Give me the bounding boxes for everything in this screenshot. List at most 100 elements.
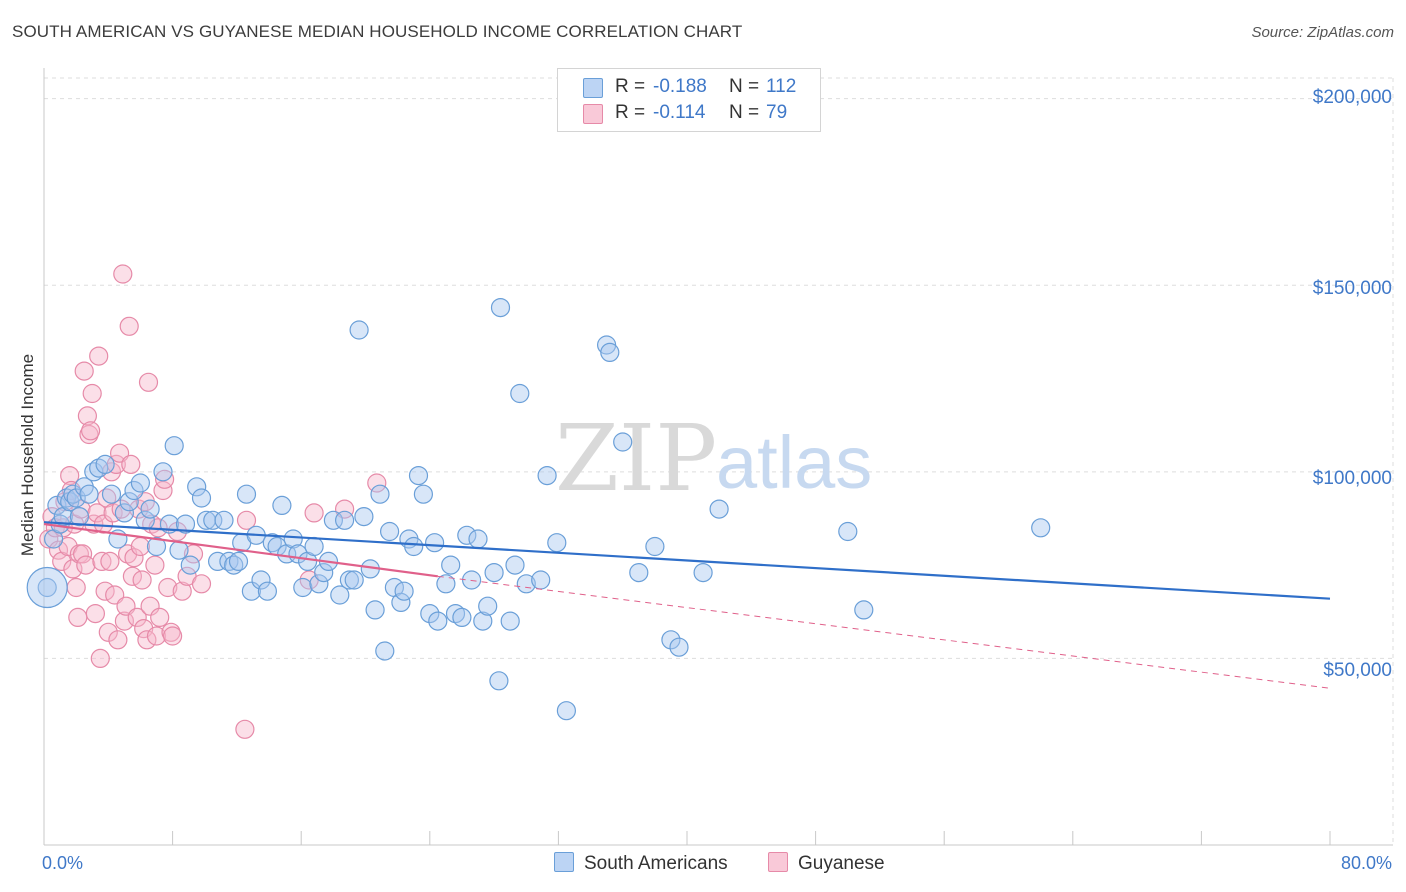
south-american-point	[47, 495, 67, 515]
guyanese-point	[119, 316, 139, 336]
south-american-point	[600, 342, 620, 362]
south-american-point	[101, 484, 122, 504]
south-american-point	[272, 495, 292, 515]
south-american-point	[208, 551, 228, 572]
legend-r-value: -0.114	[653, 102, 706, 123]
south-american-point	[180, 555, 200, 575]
south-american-point	[380, 521, 400, 542]
y-tick-150000: $150,000	[1312, 278, 1392, 299]
guyanese-point	[114, 611, 135, 631]
south-american-point	[375, 641, 395, 661]
series-legend: South Americans Guyanese	[0, 852, 1406, 876]
axis-layer	[43, 68, 1393, 846]
watermark-zip: ZIP	[555, 405, 717, 512]
south-american-point	[854, 600, 874, 620]
guyanese-point	[98, 622, 118, 642]
guyanese-point	[127, 607, 147, 628]
guyanese-point	[138, 372, 159, 392]
south-american-point	[420, 603, 440, 624]
south-american-point	[309, 574, 329, 594]
guyanese-point	[108, 630, 128, 650]
south-american-point	[365, 600, 385, 620]
south-american-point	[425, 533, 445, 553]
south-american-point	[175, 514, 196, 534]
south-american-point	[95, 454, 115, 474]
south-american-point	[436, 574, 456, 594]
south-american-point	[505, 555, 525, 575]
guyanese-point	[76, 555, 96, 575]
legend-n-value: 112	[766, 76, 797, 97]
south-american-point	[613, 432, 633, 452]
south-american-point	[500, 611, 520, 631]
south-american-point	[164, 436, 184, 456]
south-american-point	[344, 570, 364, 590]
south-american-point	[228, 551, 249, 572]
south-american-point	[370, 484, 390, 504]
south-american-point	[473, 611, 493, 631]
guyanese-point	[113, 264, 133, 284]
legend-n-value: 79	[766, 102, 788, 123]
legend-swatch-pink	[583, 104, 603, 124]
south-american-point	[323, 510, 343, 530]
guyanese-trendline-extension	[437, 575, 1331, 689]
south-american-point	[478, 596, 498, 616]
south-american-point	[1031, 518, 1051, 538]
south-american-point	[236, 484, 257, 504]
south-american-point	[251, 570, 271, 590]
y-tick-50000: $50,000	[1323, 660, 1392, 681]
guyanese-point	[90, 648, 110, 669]
south-american-point	[428, 611, 448, 631]
south-american-point	[394, 581, 414, 601]
guyanese-point	[71, 499, 91, 519]
guyanese-point	[68, 607, 88, 628]
guyanese-point	[235, 719, 255, 739]
south-american-point	[349, 320, 369, 340]
south-american-point	[339, 570, 359, 590]
south-american-point	[556, 701, 577, 721]
guyanese-point	[122, 566, 142, 586]
guyanese-points	[39, 264, 387, 739]
guyanese-point	[132, 570, 152, 590]
series-label-south-americans: South Americans	[584, 853, 728, 874]
watermark-atlas: atlas	[716, 421, 872, 504]
south-american-point	[330, 585, 350, 605]
south-american-point	[441, 555, 461, 575]
south-american-point	[404, 536, 424, 557]
south-american-point	[408, 466, 429, 486]
guyanese-point	[124, 548, 144, 568]
south-american-point	[314, 562, 334, 583]
south-american-point	[63, 484, 83, 504]
guyanese-point	[130, 536, 150, 557]
guyanese-point	[60, 466, 80, 486]
south-american-point	[490, 298, 511, 318]
south-american-point	[37, 577, 57, 598]
guyanese-point	[158, 577, 178, 598]
guyanese-point	[100, 551, 120, 572]
y-tick-200000: $200,000	[1312, 87, 1392, 108]
guyanese-point	[72, 544, 93, 564]
guyanese-point	[236, 510, 257, 530]
legend-r-label: R =	[615, 76, 646, 97]
guyanese-point	[145, 555, 165, 575]
south-american-point	[537, 466, 557, 486]
guyanese-point	[48, 540, 69, 560]
guyanese-point	[95, 581, 115, 601]
chart-title: SOUTH AMERICAN VS GUYANESE MEDIAN HOUSEH…	[12, 22, 743, 41]
south-american-point	[693, 562, 713, 583]
south-american-point	[468, 529, 488, 549]
guyanese-point	[129, 499, 149, 519]
south-american-point	[669, 637, 689, 657]
south-american-point	[214, 510, 234, 530]
legend-r-value: -0.188	[653, 76, 707, 97]
legend-row-south-americans: R = -0.188 N = 112	[558, 75, 820, 101]
guyanese-point	[172, 581, 192, 601]
guyanese-point	[155, 469, 175, 489]
stats-legend: R = -0.188 N = 112 R = -0.114 N = 79	[557, 68, 821, 132]
south-american-point-large	[26, 566, 68, 609]
south-american-point	[283, 529, 303, 549]
series-legend-south-americans[interactable]: South Americans	[554, 852, 728, 875]
series-legend-guyanese[interactable]: Guyanese	[768, 852, 885, 875]
guyanese-point	[146, 626, 167, 646]
south-american-point	[335, 510, 355, 530]
